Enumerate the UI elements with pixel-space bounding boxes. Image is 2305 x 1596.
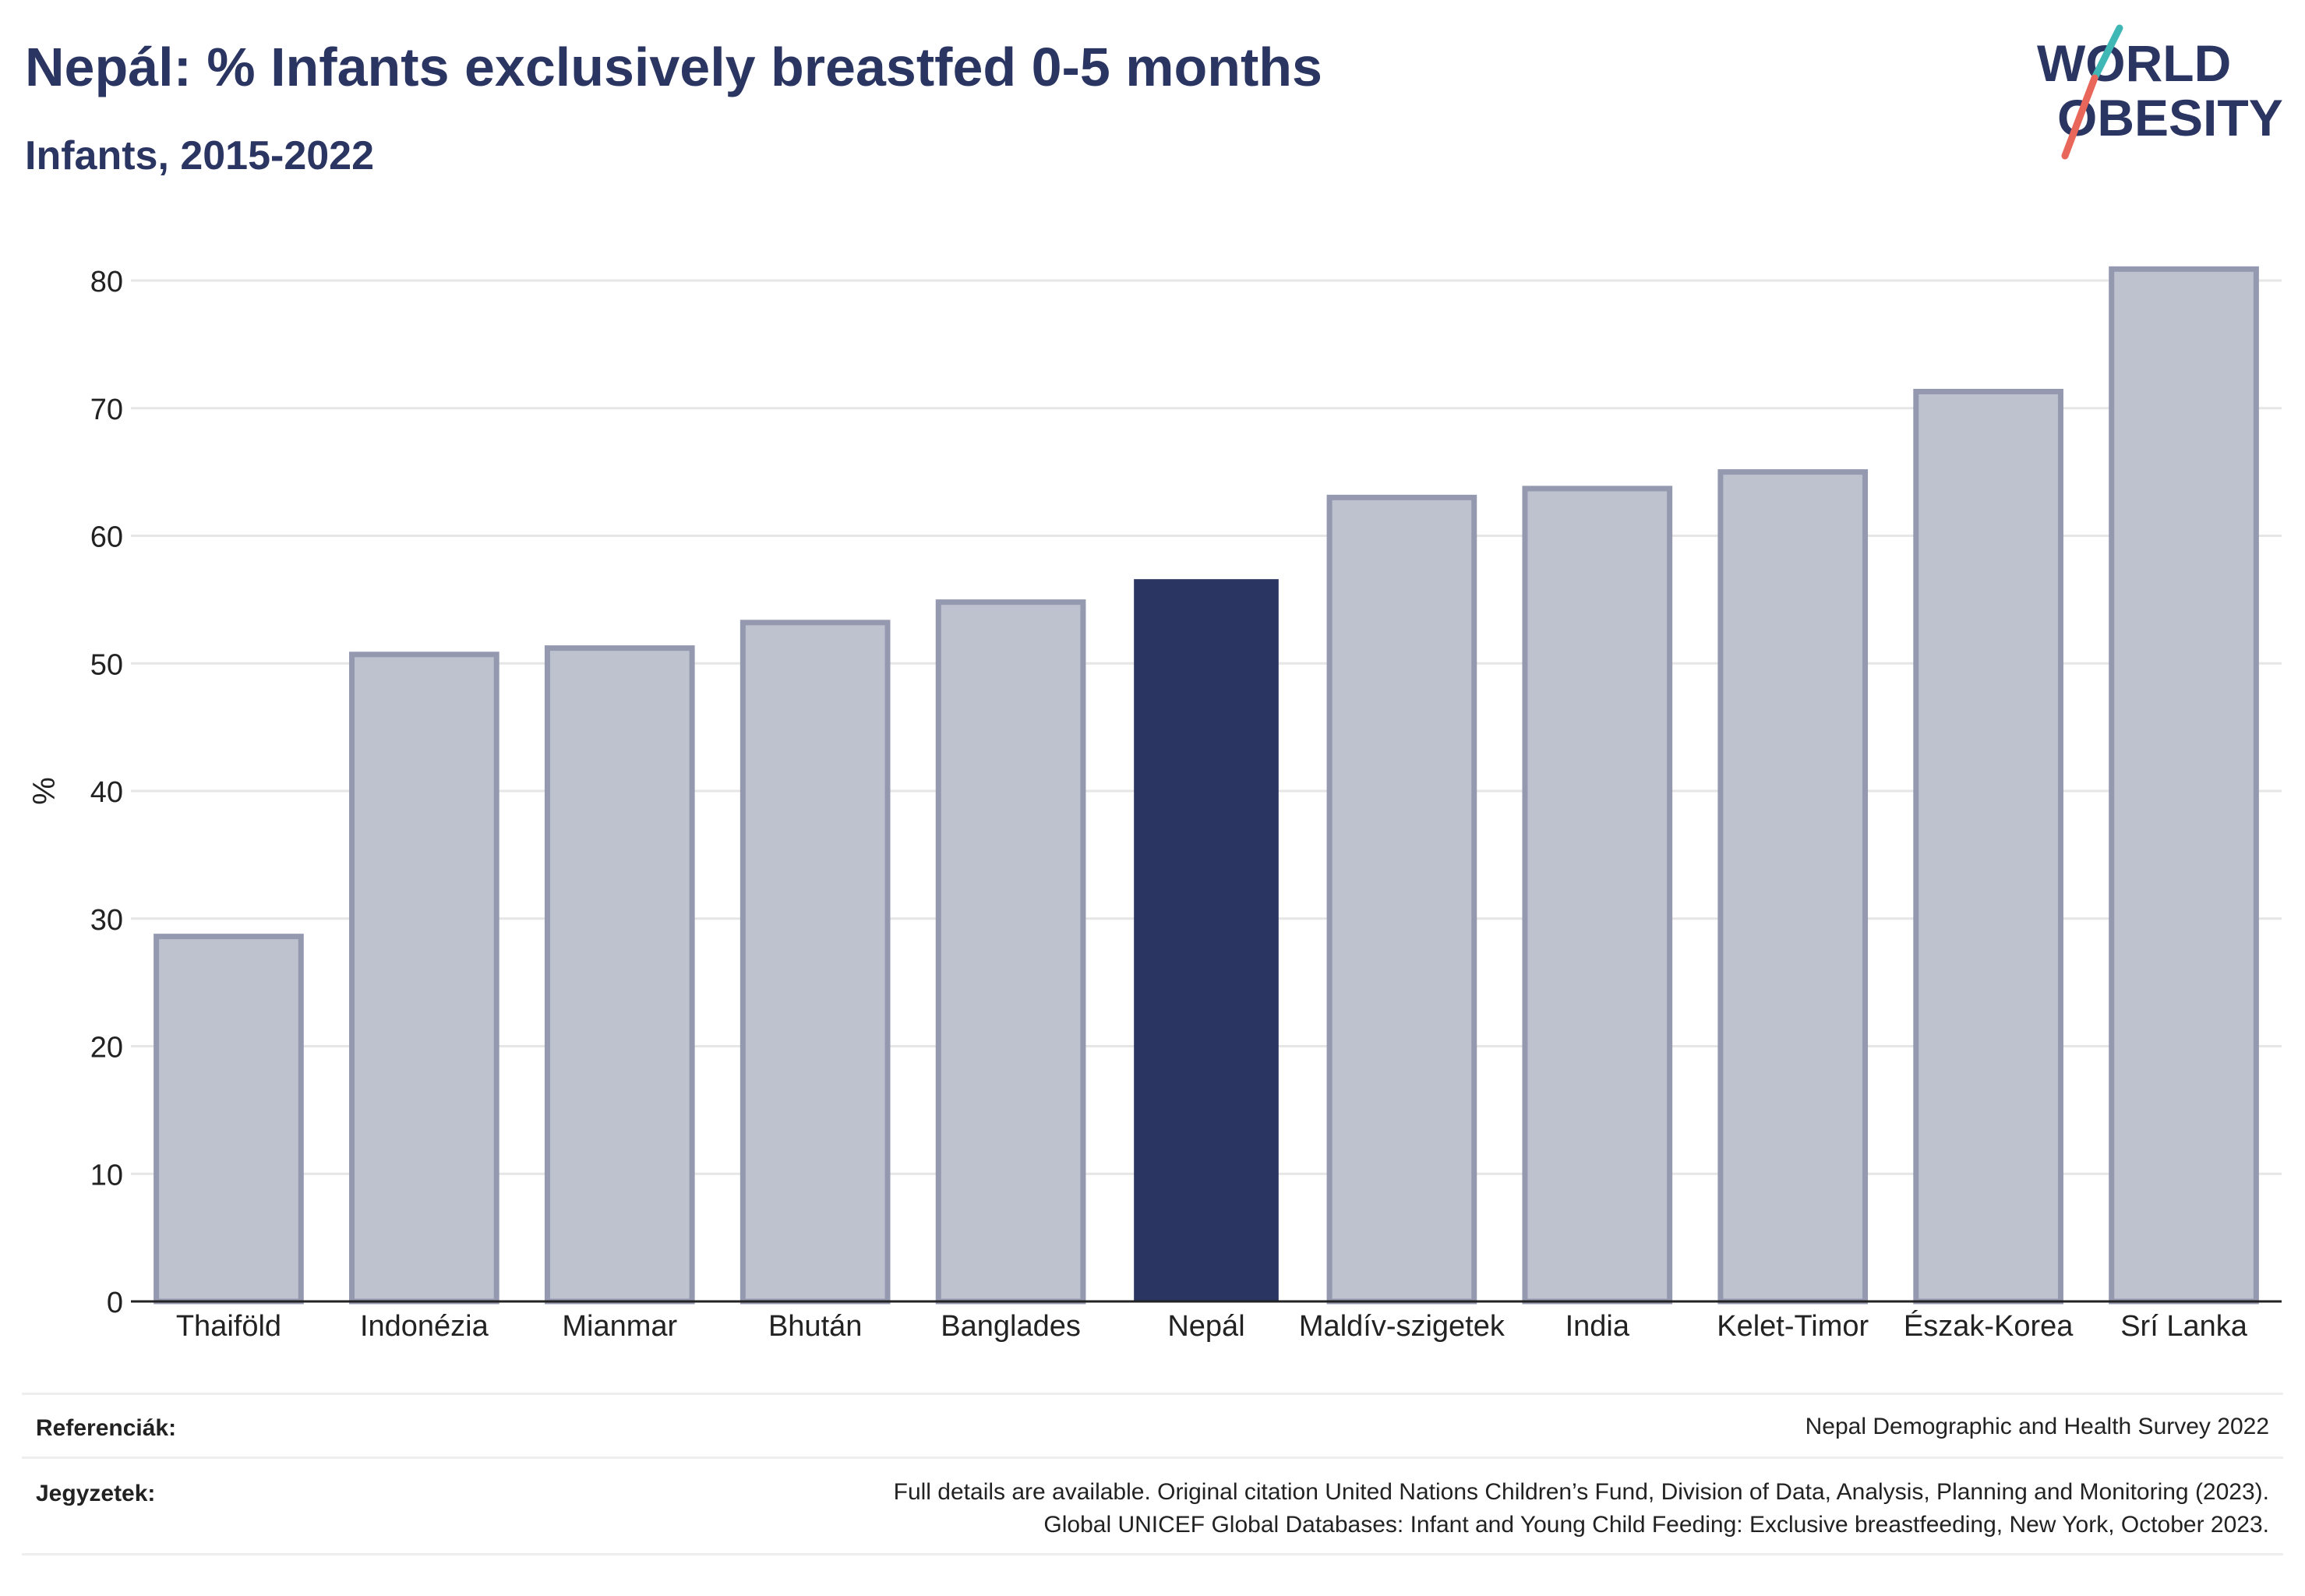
x-tick-label: India: [1565, 1310, 1630, 1343]
x-tick-label: Indonézia: [360, 1310, 489, 1343]
footer-divider-bottom: [22, 1553, 2283, 1555]
logo-slash-coral: [2061, 74, 2099, 160]
notes-line-1: Full details are available. Original cit…: [893, 1479, 2269, 1505]
y-tick-label: 70: [90, 394, 123, 426]
notes-line-2: Global UNICEF Global Databases: Infant a…: [1043, 1512, 2269, 1538]
bar-banglades: [935, 599, 1086, 1305]
x-tick-labels: Thaiföld Indonézia Mianmar Bhután Banglades N…: [176, 1309, 2248, 1343]
x-tick-label: Kelet-Timor: [1717, 1310, 1869, 1343]
y-tick-label: 20: [90, 1032, 123, 1065]
references-label: Referenciák:: [36, 1415, 177, 1441]
references-text: Nepal Demographic and Health Survey 2022: [1805, 1414, 2269, 1439]
notes-label: Jegyzetek:: [36, 1481, 156, 1506]
bar-nep-l: [1134, 579, 1279, 1301]
y-axis-label: %: [27, 777, 62, 805]
x-tick-label: Nepál: [1167, 1310, 1244, 1343]
footer-divider-top: [22, 1393, 2283, 1395]
bar-thaif-ld: [154, 934, 304, 1305]
bar-mianmar: [544, 645, 695, 1305]
bar--szak-korea: [1913, 388, 2063, 1305]
bar-sr-lanka: [2109, 266, 2259, 1305]
bar-mald-v-szigetek: [1326, 494, 1477, 1305]
bar-kelet-timor: [1717, 469, 1869, 1305]
logo-slash-teal: [2091, 24, 2123, 82]
bar-indon-zia: [349, 651, 499, 1305]
x-tick-label: Észak-Korea: [1904, 1309, 2074, 1343]
y-tick-label: 60: [90, 521, 123, 554]
y-tick-label: 80: [90, 266, 123, 298]
chart-subtitle: Infants, 2015-2022: [25, 133, 375, 178]
y-tick-label: 40: [90, 776, 123, 809]
logo-word-1: WORLD: [2037, 34, 2231, 92]
y-tick-label: 10: [90, 1159, 123, 1192]
x-tick-label: Bhután: [768, 1310, 862, 1343]
x-tick-label: Mianmar: [562, 1310, 677, 1343]
chart-title: Nepál: % Infants exclusively breastfed 0…: [25, 37, 1322, 97]
bar-india: [1522, 486, 1673, 1305]
bar-bhut-n: [740, 620, 891, 1305]
notes-text: Full details are available. Original cit…: [894, 1476, 2269, 1541]
bar-chart: 0 10 20 30 40 50 60 70 80 Thaiföld Indonézia Mianm…: [27, 266, 2282, 1343]
x-tick-label: Maldív-szigetek: [1299, 1310, 1505, 1343]
y-tick-labels: 0 10 20 30 40 50 60 70 80: [90, 266, 123, 1319]
x-tick-label: Banglades: [941, 1310, 1081, 1343]
footer-divider-middle: [22, 1457, 2283, 1459]
x-tick-label: Srí Lanka: [2120, 1310, 2248, 1343]
world-obesity-logo: WORLD OBESITY: [2037, 24, 2283, 160]
x-tick-label: Thaiföld: [176, 1310, 281, 1343]
y-tick-label: 50: [90, 648, 123, 681]
logo-word-2: OBESITY: [2057, 89, 2283, 147]
y-tick-label: 0: [107, 1287, 123, 1319]
bars: [154, 266, 2259, 1305]
y-tick-label: 30: [90, 904, 123, 937]
